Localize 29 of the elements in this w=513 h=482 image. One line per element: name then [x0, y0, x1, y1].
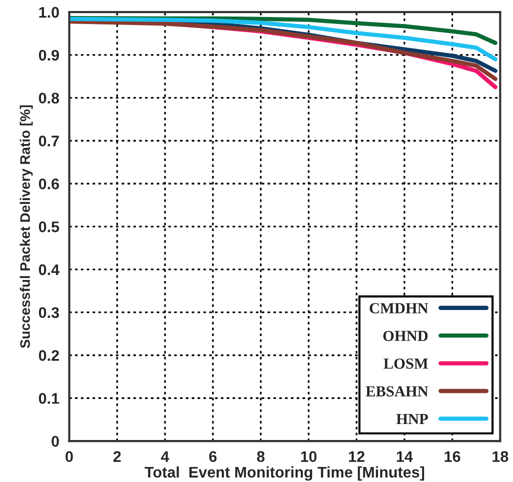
x-tick-label: 8	[257, 451, 265, 462]
y-tick-label: 0.4	[38, 264, 60, 276]
line-series	[69, 16, 498, 62]
x-tick-label: 18	[492, 451, 508, 462]
x-axis-title: Total Event Monitoring Time [Minutes]	[144, 466, 424, 481]
x-tick-label: 2	[113, 451, 121, 462]
y-tick-label: 0.7	[38, 136, 59, 146]
x-tick-label: 6	[209, 451, 217, 462]
x-tick-label: 14	[396, 451, 413, 462]
x-tick-label: 0	[66, 451, 73, 462]
legend-label: EBSAHN	[366, 386, 428, 396]
y-tick-label: 0.5	[38, 221, 60, 232]
y-tick-label: 0.2	[38, 350, 59, 361]
y-tick-label: 1.0	[39, 6, 59, 18]
y-tick-label: 0.8	[38, 92, 60, 104]
legend-label: HNP	[396, 414, 428, 424]
y-axis-title: Successful Packet Delivery Ratio [%]	[20, 105, 33, 348]
x-tick-label: 4	[161, 451, 170, 462]
x-tick-label: 16	[444, 451, 460, 462]
y-tick-label: 0	[52, 436, 59, 447]
x-tick-label: 10	[301, 451, 317, 462]
legend-label: LOSM	[384, 358, 428, 369]
x-tick-label: 12	[349, 451, 364, 462]
y-tick-label: 0.6	[38, 178, 59, 190]
y-tick-label: 0.9	[38, 50, 59, 61]
legend-label: OHND	[383, 330, 428, 342]
legend-label: CMDHN	[370, 303, 428, 314]
y-tick-label: 0.3	[38, 307, 59, 318]
y-tick-label: 0.1	[38, 393, 60, 404]
